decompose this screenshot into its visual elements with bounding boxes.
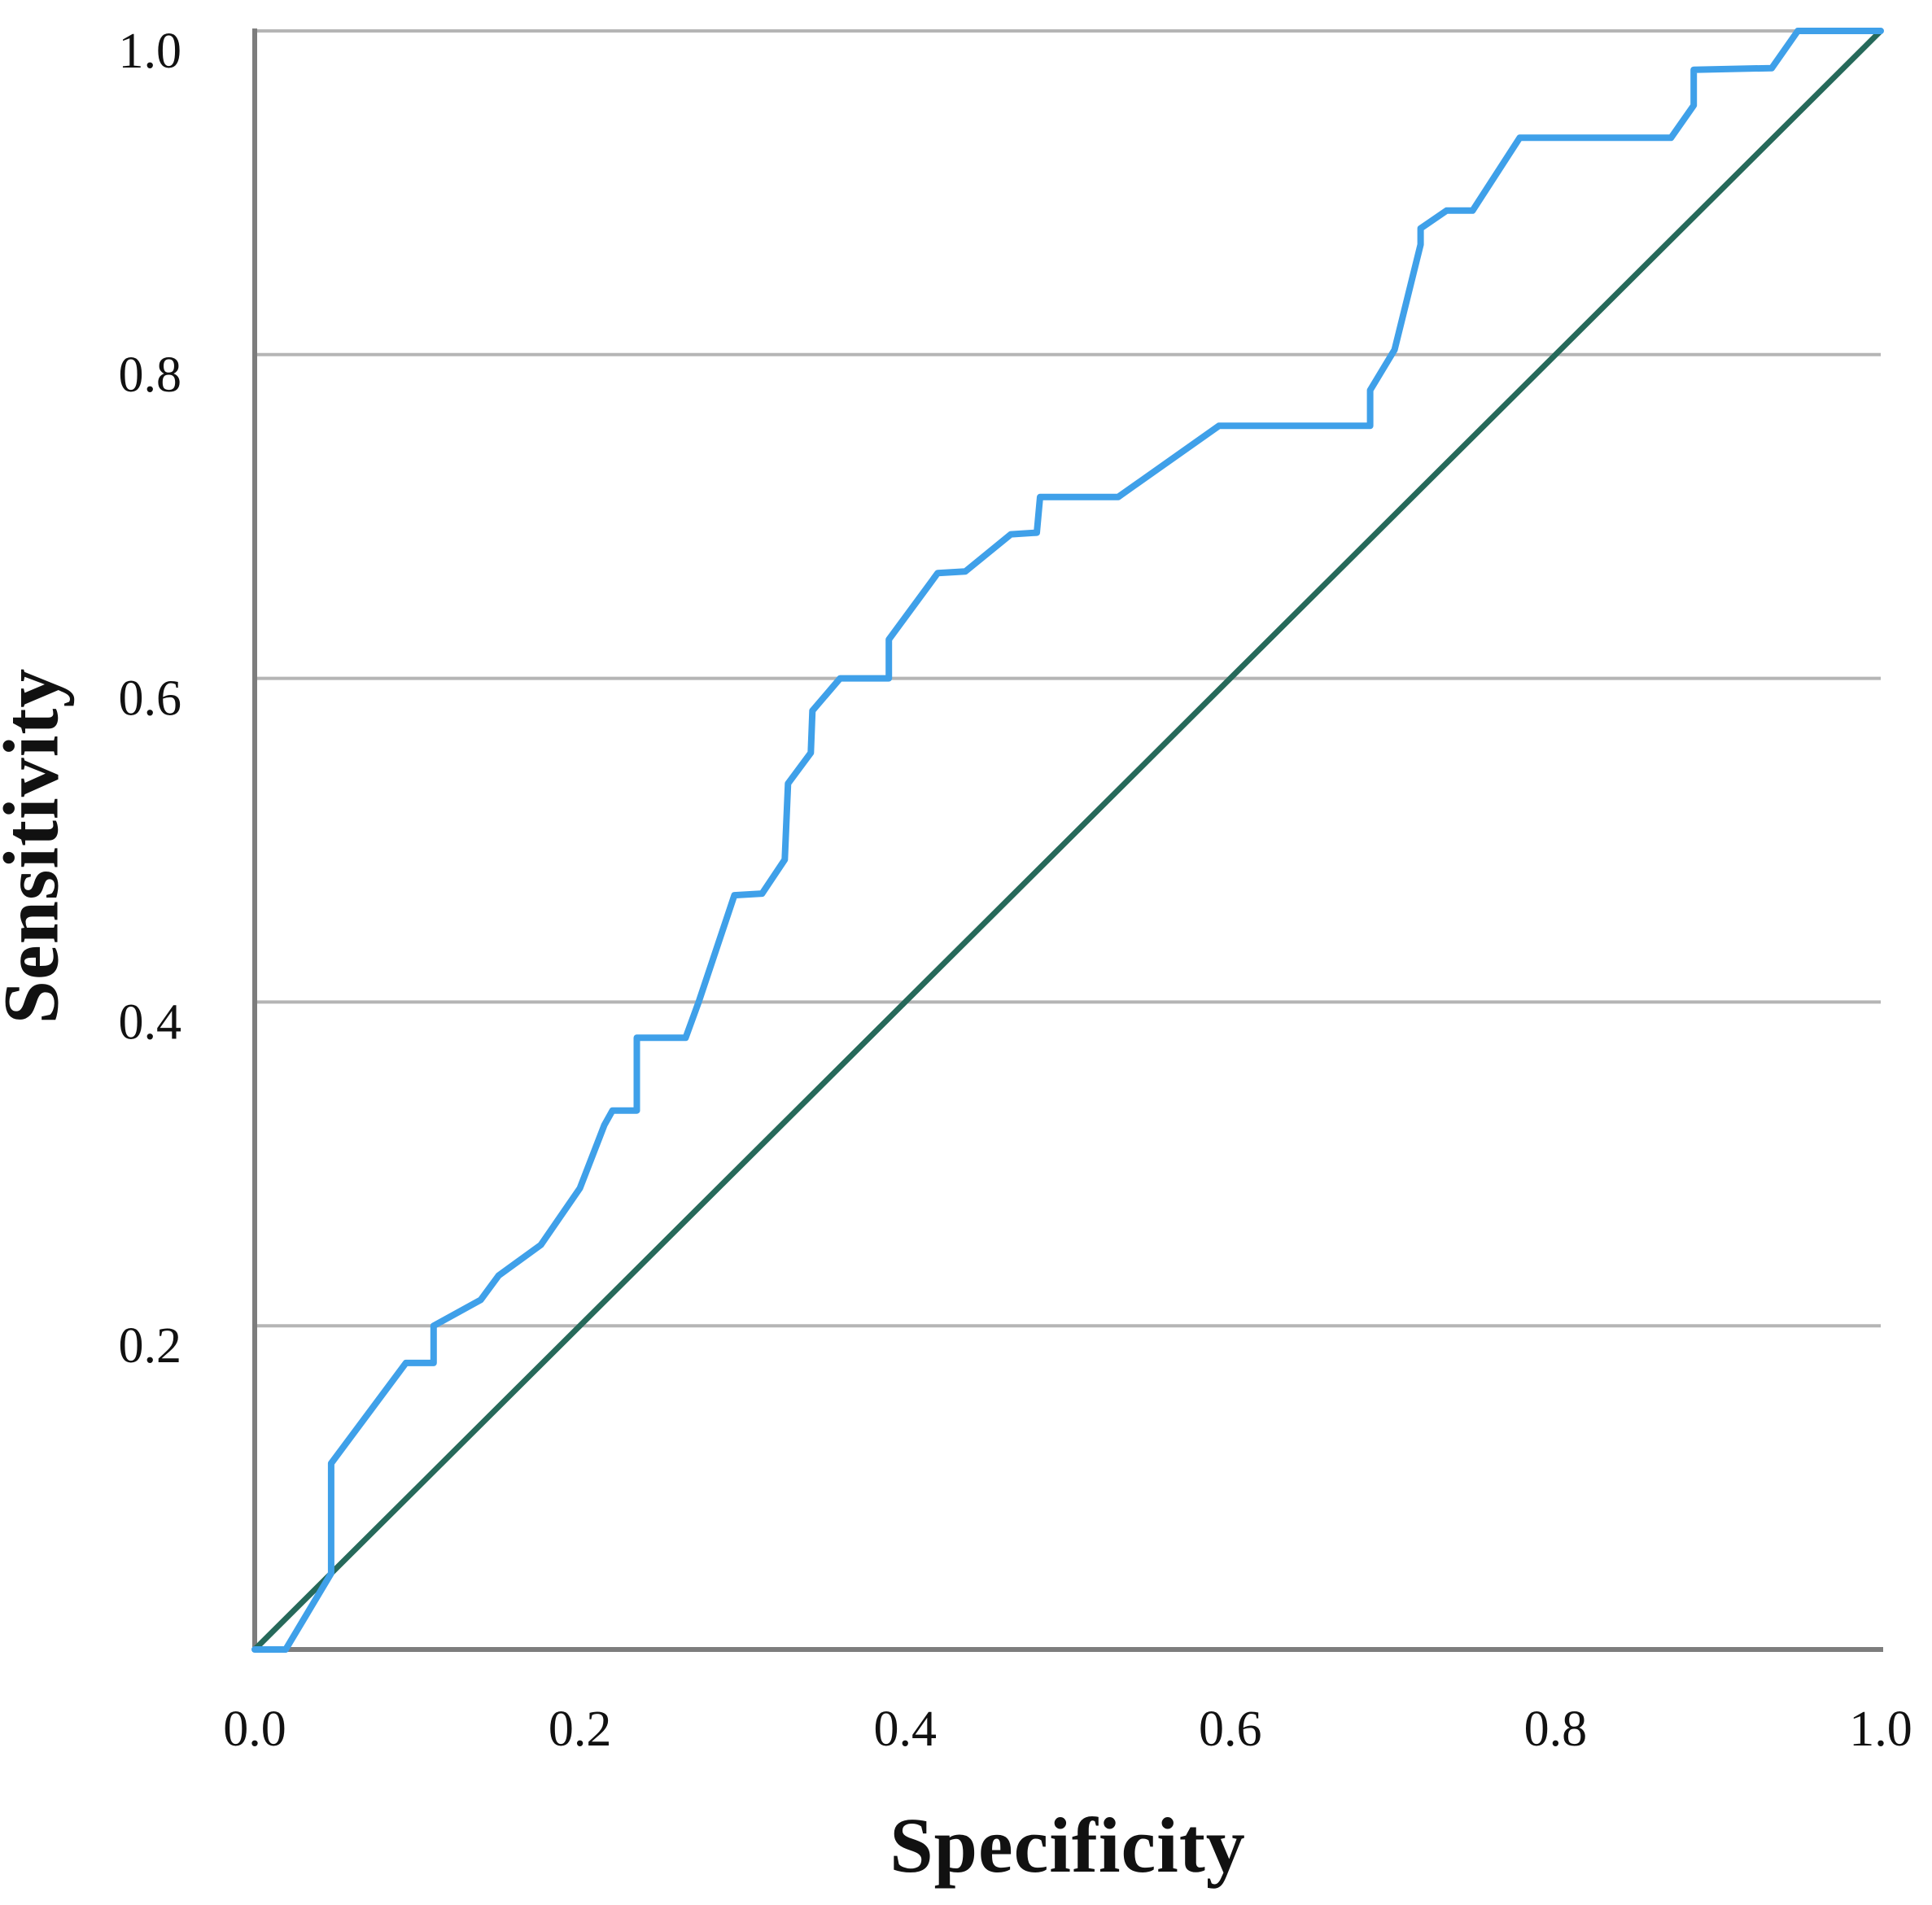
- roc-curve: [251, 28, 1884, 1653]
- y-axis-title: Sensitivity: [0, 667, 75, 1025]
- x-tick-label: 1.0: [1849, 1702, 1912, 1757]
- y-tick-label: 0.2: [119, 1318, 182, 1374]
- y-tick-label: 0.4: [119, 994, 182, 1050]
- x-tick-label: 0.4: [873, 1702, 937, 1757]
- y-tick-label: 0.6: [119, 671, 182, 727]
- x-tick-label: 0.8: [1524, 1702, 1588, 1757]
- x-axis-title: Specificity: [890, 1802, 1246, 1889]
- y-tick-label: 0.8: [119, 347, 182, 403]
- y-tick-label: 1.0: [119, 24, 182, 79]
- x-tick-label: 0.6: [1199, 1702, 1262, 1757]
- reference-diagonal: [251, 28, 1884, 1653]
- x-tick-label: 0.0: [223, 1702, 286, 1757]
- x-tick-label: 0.2: [549, 1702, 612, 1757]
